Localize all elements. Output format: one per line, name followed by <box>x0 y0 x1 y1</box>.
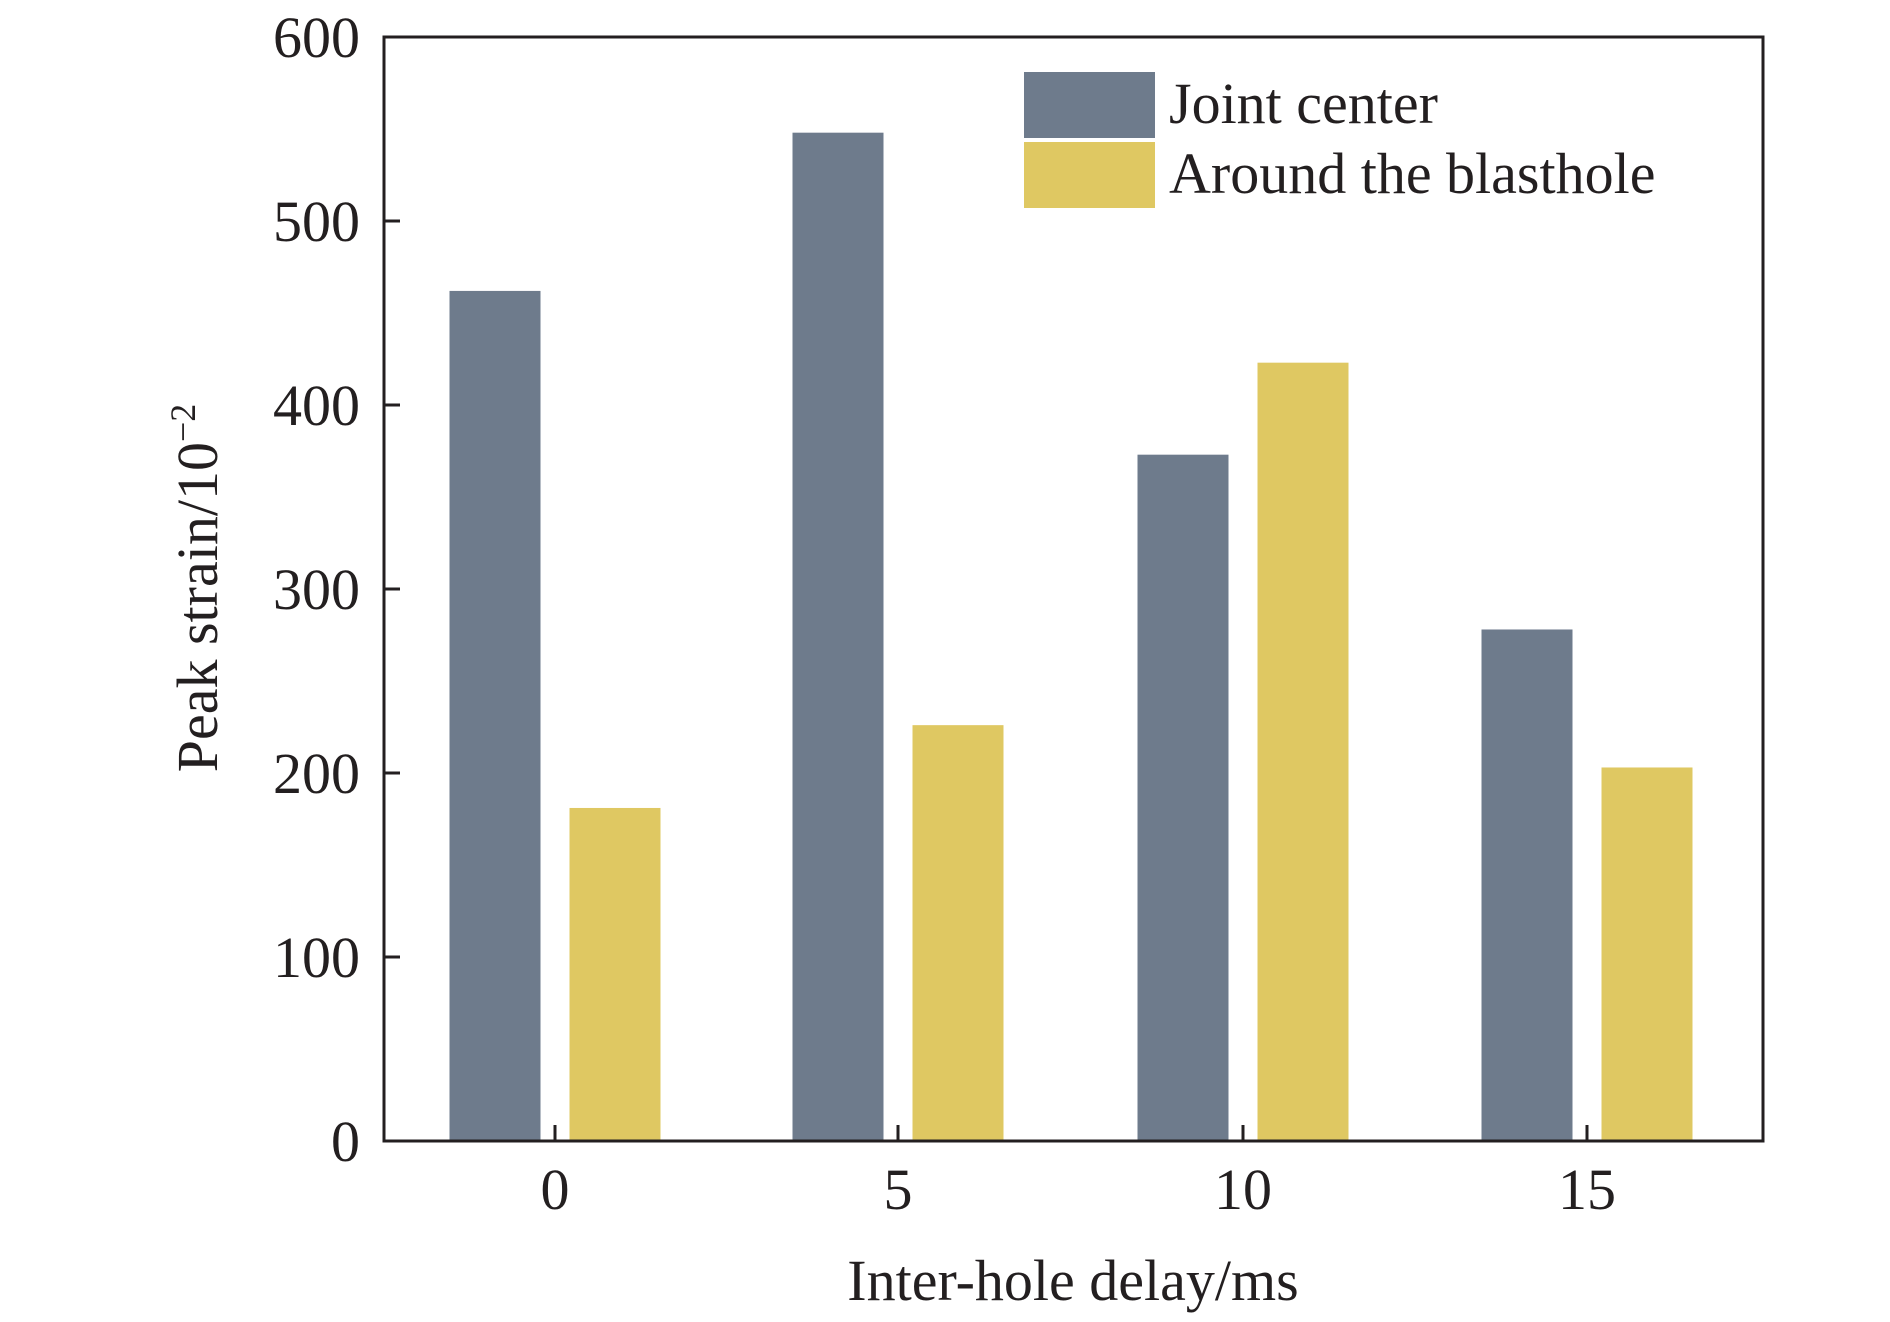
y-tick-label-400: 400 <box>273 373 360 438</box>
bar-joint-center-0 <box>449 290 541 1141</box>
legend: Joint center Around the blasthole <box>1024 71 1655 208</box>
y-tick-label-200: 200 <box>273 741 360 806</box>
bar-joint-center-15 <box>1481 629 1573 1141</box>
legend-label-joint-center: Joint center <box>1169 71 1438 136</box>
y-axis-label-superscript: −2 <box>163 404 203 442</box>
y-axis-label-main: Peak strain/10 <box>165 442 230 772</box>
y-tick-label-0: 0 <box>331 1109 360 1174</box>
ticks-layer: 0 100 200 300 400 500 600 0 5 10 15 <box>273 5 1616 1222</box>
x-axis-label: Inter-hole delay/ms <box>847 1248 1298 1313</box>
x-tick-label-10: 10 <box>1214 1157 1272 1222</box>
x-tick-label-5: 5 <box>884 1157 913 1222</box>
x-tick-label-15: 15 <box>1558 1157 1616 1222</box>
x-tick-label-0: 0 <box>541 1157 570 1222</box>
legend-swatch-joint-center <box>1024 72 1155 138</box>
bar-joint-center-5 <box>792 132 884 1141</box>
y-tick-label-600: 600 <box>273 5 360 70</box>
bar-around-the-blasthole-10 <box>1257 362 1349 1141</box>
bar-around-the-blasthole-15 <box>1601 767 1693 1141</box>
bar-joint-center-10 <box>1137 454 1229 1141</box>
y-axis-label: Peak strain/10−2 <box>163 404 230 773</box>
y-tick-label-100: 100 <box>273 925 360 990</box>
legend-swatch-around-the-blasthole <box>1024 142 1155 208</box>
bar-around-the-blasthole-0 <box>569 807 661 1141</box>
bar-around-the-blasthole-5 <box>912 725 1004 1141</box>
legend-label-around-the-blasthole: Around the blasthole <box>1169 141 1655 206</box>
bars-layer <box>449 132 1693 1141</box>
y-tick-label-500: 500 <box>273 189 360 254</box>
y-tick-label-300: 300 <box>273 557 360 622</box>
